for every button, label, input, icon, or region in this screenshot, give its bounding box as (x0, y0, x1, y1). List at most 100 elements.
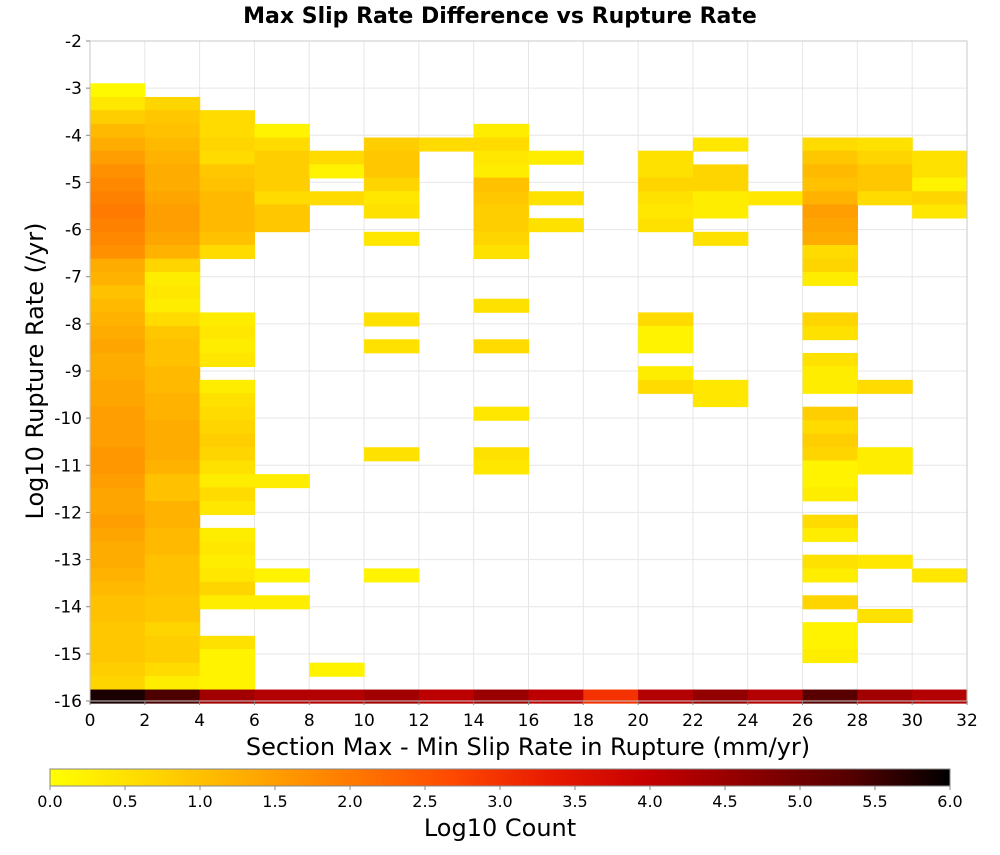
heatmap-cell (199, 312, 256, 327)
heatmap-cell (144, 689, 201, 704)
heatmap-cell (802, 191, 858, 206)
heatmap-cell (473, 218, 530, 233)
heatmap-cell (144, 123, 201, 138)
heatmap-cell (802, 433, 858, 448)
heatmap-cell (90, 649, 146, 664)
x-tick-label: 10 (353, 711, 375, 731)
heatmap-cell (144, 581, 201, 596)
heatmap-cell (638, 339, 694, 354)
heatmap-cell (473, 204, 530, 219)
heatmap-cell (857, 689, 913, 704)
colorbar-tick-label: 4.0 (637, 792, 662, 811)
heatmap-cell (144, 244, 201, 260)
heatmap-cell (364, 137, 420, 152)
heatmap-cell (309, 689, 365, 704)
heatmap-cell (528, 150, 584, 165)
heatmap-cell (364, 231, 420, 246)
colorbar-tick-label: 1.5 (262, 792, 287, 811)
heatmap-cell (90, 460, 146, 475)
heatmap-cell (90, 83, 146, 98)
heatmap-cell (144, 527, 201, 542)
heatmap-cell (473, 447, 530, 462)
heatmap-cell (144, 271, 201, 286)
heatmap-cell (90, 379, 146, 394)
heatmap-cell (90, 352, 146, 368)
heatmap-cell (144, 420, 201, 435)
heatmap-cell (199, 460, 256, 475)
heatmap-cell (802, 352, 858, 368)
heatmap-cell (473, 137, 530, 152)
heatmap-cell (90, 622, 146, 637)
heatmap-cell (199, 675, 256, 690)
y-axis-label: Log10 Rupture Rate (/yr) (21, 223, 49, 520)
x-tick-label: 14 (463, 711, 485, 731)
heatmap-cell (692, 689, 749, 704)
colorbar-tick-label: 3.5 (562, 792, 587, 811)
heatmap-cell (199, 554, 256, 569)
heatmap-cell (747, 689, 804, 704)
heatmap-cell (254, 164, 310, 179)
heatmap-cell (199, 595, 256, 610)
heatmap-cell (144, 500, 201, 516)
heatmap-cell (144, 622, 201, 637)
heatmap-cell (199, 487, 256, 502)
heatmap-cell (90, 406, 146, 421)
heatmap-cell (90, 500, 146, 516)
heatmap-cells (90, 83, 968, 704)
y-tick-label: -5 (65, 173, 82, 193)
heatmap-cell (309, 662, 365, 677)
heatmap-cell (802, 622, 858, 637)
heatmap-cell (802, 258, 858, 273)
heatmap-cell (144, 554, 201, 569)
x-tick-label: 32 (956, 711, 978, 731)
heatmap-cell (90, 433, 146, 448)
heatmap-cell (473, 460, 530, 475)
colorbar-tick-label: 6.0 (937, 792, 962, 811)
heatmap-cell (144, 675, 201, 690)
heatmap-cell (802, 177, 858, 192)
heatmap-cell (802, 164, 858, 179)
heatmap-cell (692, 231, 749, 246)
heatmap-cell (364, 177, 420, 192)
x-tick-label: 18 (572, 711, 594, 731)
heatmap-cell (473, 298, 530, 313)
heatmap-cell (199, 662, 256, 677)
colorbar-tick-label: 1.0 (187, 792, 212, 811)
heatmap-cell (144, 326, 201, 341)
heatmap-cell (802, 244, 858, 260)
heatmap-cell (199, 326, 256, 341)
heatmap-cell (199, 635, 256, 650)
heatmap-cell (802, 231, 858, 246)
heatmap-cell (90, 150, 146, 165)
heatmap-cell (638, 150, 694, 165)
y-tick-label: -3 (65, 79, 82, 99)
heatmap-cell (857, 177, 913, 192)
x-tick-label: 28 (847, 711, 869, 731)
heatmap-cell (90, 635, 146, 650)
heatmap-cell (144, 460, 201, 475)
heatmap-cell (309, 164, 365, 179)
heatmap-cell (254, 218, 310, 233)
heatmap-cell (199, 500, 256, 516)
heatmap-cell (90, 366, 146, 381)
heatmap-cell (199, 339, 256, 354)
heatmap-cell (90, 177, 146, 192)
heatmap-cell (90, 258, 146, 273)
heatmap-cell (199, 649, 256, 664)
heatmap-cell (199, 231, 256, 246)
heatmap-cell (364, 164, 420, 179)
heatmap-cell (528, 191, 584, 206)
heatmap-cell (254, 177, 310, 192)
heatmap-cell (90, 581, 146, 596)
colorbar-ticks: 0.0 0.5 1.0 1.5 2.0 2.5 3.0 3.5 4.0 4.5 5.0 5.5 6.0 (37, 786, 963, 811)
heatmap-cell (199, 379, 256, 394)
heatmap-cell (364, 447, 420, 462)
y-tick-label: -11 (54, 456, 82, 476)
x-tick-label: 20 (627, 711, 649, 731)
heatmap-cell (90, 541, 146, 556)
heatmap-cell (418, 689, 475, 704)
heatmap-cell (144, 150, 201, 165)
heatmap-cell (144, 339, 201, 354)
heatmap-cell (473, 177, 530, 192)
heatmap-cell (144, 285, 201, 300)
